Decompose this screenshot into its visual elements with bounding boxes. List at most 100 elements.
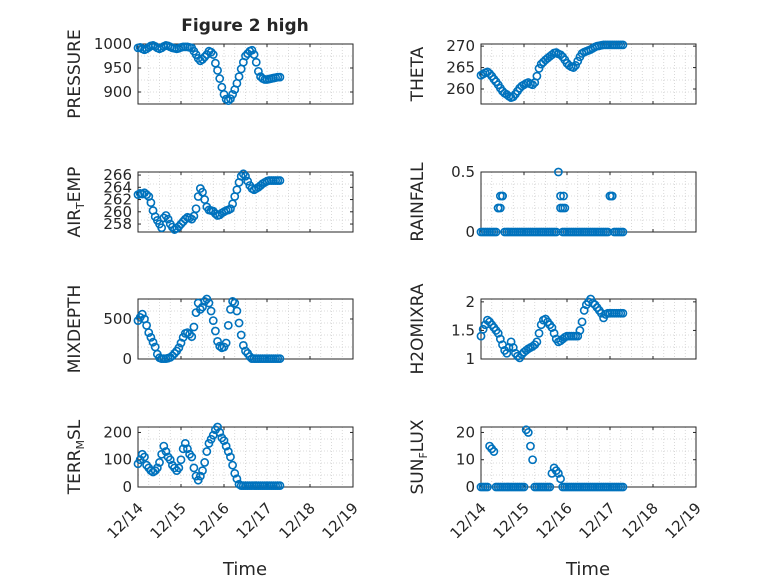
y-tick-label: 200 (103, 423, 132, 441)
data-point (532, 71, 542, 81)
x-tick-label: 12/14 (104, 499, 147, 542)
data-point (178, 444, 188, 454)
grid (137, 426, 354, 488)
data-point (560, 203, 570, 213)
data-point (221, 441, 231, 451)
data-point (189, 463, 199, 473)
data-point (528, 80, 537, 90)
data-point (236, 171, 246, 181)
data-point (185, 329, 194, 339)
data-point (241, 171, 250, 181)
y-tick-label: 260 (446, 80, 475, 98)
y-tick-label: 1.5 (451, 321, 475, 339)
data-point (519, 482, 529, 492)
data-point (232, 474, 242, 484)
data-point (142, 320, 151, 330)
data-point (223, 96, 233, 106)
data-point (236, 330, 246, 340)
data-point (174, 222, 184, 231)
y-tick-label: 0 (465, 223, 475, 241)
series (133, 422, 285, 491)
data-point (198, 466, 207, 476)
y-axis-label: MIXDEPTH (65, 285, 85, 374)
data-point (275, 176, 285, 185)
data-point (534, 328, 544, 338)
data-point (167, 351, 177, 361)
data-point (556, 191, 565, 201)
data-point (232, 185, 242, 195)
data-point (137, 309, 147, 319)
data-point (206, 47, 216, 57)
y-tick-label: 20 (456, 423, 475, 441)
data-point (176, 338, 186, 348)
data-point (221, 338, 231, 348)
data-point (241, 51, 250, 61)
data-point (206, 306, 216, 316)
data-point (208, 50, 218, 59)
data-point (163, 214, 173, 224)
data-point (234, 72, 244, 82)
data-point (228, 296, 237, 306)
data-point (146, 198, 156, 208)
x-axis-label-left: Time (222, 559, 267, 580)
data-point (180, 438, 190, 448)
data-point (491, 227, 501, 237)
data-point (219, 90, 229, 99)
y-axis-label: THETA (408, 46, 428, 102)
y-tick-label: 258 (103, 215, 132, 233)
data-point (157, 223, 167, 233)
data-point (159, 213, 169, 223)
x-tick-label: 12/18 (276, 499, 319, 542)
data-point (249, 50, 259, 59)
data-point (219, 436, 229, 446)
data-point (275, 481, 285, 491)
x-tick-label: 12/15 (147, 499, 190, 542)
data-point (253, 66, 263, 76)
y-tick-label: 0 (465, 478, 475, 496)
y-tick-label: 2 (465, 293, 475, 311)
data-point (275, 72, 285, 82)
data-point (247, 45, 257, 55)
y-axis-label: SUNFLUX (408, 419, 430, 494)
data-point (559, 191, 568, 201)
data-point (528, 342, 537, 351)
data-point (251, 57, 261, 67)
data-point (146, 332, 156, 342)
data-point (213, 336, 222, 346)
y-tick-label: 500 (103, 310, 132, 328)
series (476, 40, 628, 102)
data-point (483, 482, 492, 492)
data-point (534, 64, 544, 73)
y-tick-label: 264 (103, 178, 132, 196)
data-point (176, 455, 186, 465)
y-tick-label: 1 (465, 350, 475, 368)
data-point (573, 56, 583, 66)
data-point (195, 304, 205, 314)
data-point (226, 204, 235, 214)
data-point (210, 326, 220, 336)
x-tick-label: 12/17 (576, 499, 619, 542)
data-point (204, 298, 214, 308)
data-point (493, 203, 503, 213)
data-point (556, 50, 565, 60)
y-axis-label: TERRMSL (65, 419, 87, 495)
y-tick-label: 950 (103, 59, 132, 77)
y-tick-label: 0.5 (451, 163, 475, 181)
data-point (513, 351, 522, 361)
data-point (191, 204, 201, 214)
data-point (554, 167, 563, 177)
data-point (575, 326, 585, 335)
data-point (238, 340, 248, 350)
y-axis-label: RAINFALL (408, 162, 428, 242)
data-point (545, 482, 555, 492)
data-point (144, 328, 154, 337)
y-tick-label: 1000 (94, 35, 132, 53)
data-point (571, 61, 580, 70)
y-tick-label: 900 (103, 83, 132, 101)
data-point (523, 428, 533, 437)
data-point (618, 482, 628, 492)
data-point (174, 463, 184, 473)
figure-title: Figure 2 high (181, 16, 309, 36)
y-tick-label: 265 (446, 59, 475, 77)
